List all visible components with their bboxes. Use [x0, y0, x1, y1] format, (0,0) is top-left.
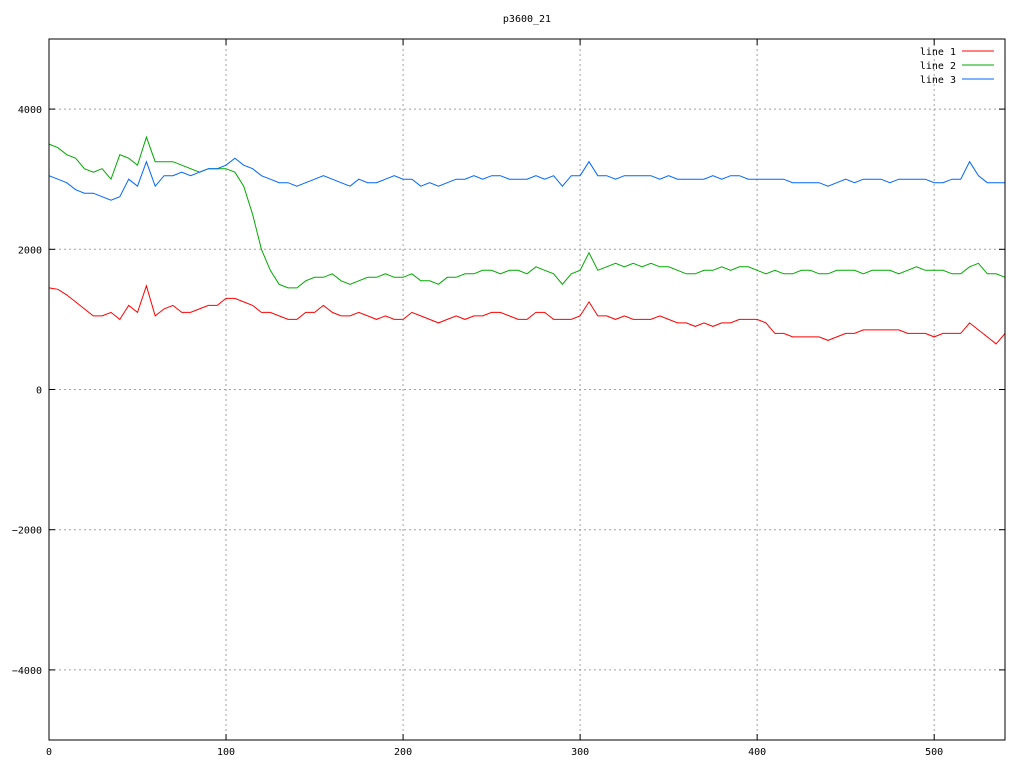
y-tick-label: 0 — [36, 386, 42, 397]
x-tick-label: 200 — [394, 747, 412, 758]
legend-label-2: line 2 — [920, 61, 956, 72]
y-tick-label: −2000 — [12, 526, 42, 537]
tick-layer: 0 100 200 300 400 500 −4000 −2000 0 2000 4000 — [12, 39, 1005, 758]
legend-label-1: line 1 — [920, 47, 956, 58]
x-tick-label: 400 — [748, 747, 766, 758]
x-tick-label: 500 — [925, 747, 943, 758]
grid-layer — [49, 39, 1005, 740]
legend: line 1 line 2 line 3 — [920, 47, 994, 86]
y-tick-label: −4000 — [12, 666, 42, 677]
y-tick-label: 4000 — [18, 105, 42, 116]
x-tick-label: 300 — [571, 747, 589, 758]
y-tick-label: 2000 — [18, 245, 42, 256]
series-line-2 — [48, 135, 1006, 289]
series-layer — [48, 135, 1006, 345]
chart-title: p3600_21 — [503, 14, 551, 25]
x-tick-label: 100 — [217, 747, 235, 758]
plot-frame — [48, 38, 1006, 741]
x-tick-label: 0 — [46, 747, 52, 758]
series-line-3 — [48, 157, 1005, 201]
legend-label-3: line 3 — [920, 75, 956, 86]
series-line-1 — [48, 284, 1006, 345]
